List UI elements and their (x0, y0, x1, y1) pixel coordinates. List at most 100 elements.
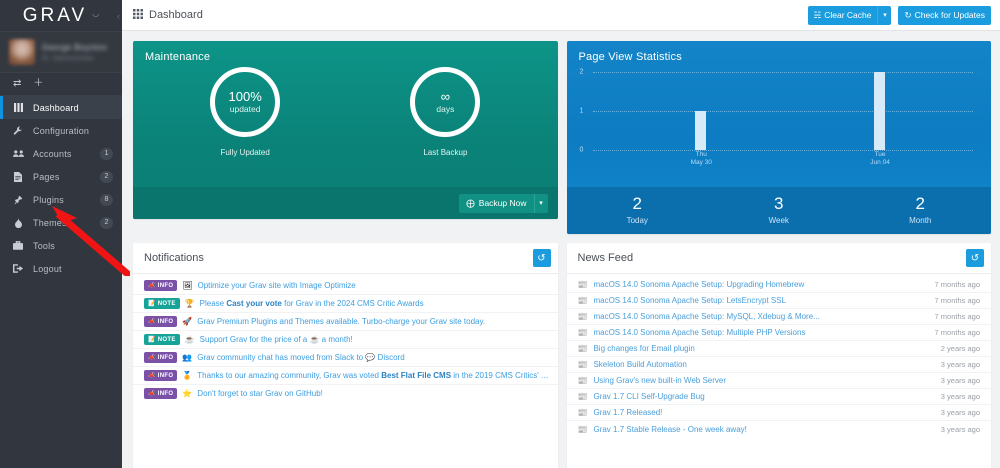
chevron-left-icon[interactable]: ‹ (117, 11, 120, 21)
dial-unit: updated (229, 103, 261, 114)
notification-text[interactable]: Thanks to our amazing community, Grav wa… (197, 371, 549, 380)
sidebar-item-label: Pages (33, 171, 60, 182)
megaphone-icon: 📣 (148, 373, 156, 379)
stat-label: Week (768, 215, 789, 225)
notification-text[interactable]: Grav community chat has moved from Slack… (197, 353, 549, 362)
notification-text[interactable]: Support Grav for the price of a ☕ a mont… (200, 335, 550, 344)
news-row[interactable]: 📰 macOS 14.0 Sonoma Apache Setup: MySQL,… (566, 309, 991, 325)
swap-icon[interactable]: ⇄ (13, 78, 22, 89)
news-row[interactable]: 📰 Grav 1.7 CLI Self-Upgrade Bug 3 years … (566, 389, 991, 405)
sidebar: GRAV ◡ ‹ George Boynton Sr. Administrato… (0, 0, 130, 468)
sidebar-logo[interactable]: GRAV ◡ ‹ (0, 0, 122, 31)
badge-label: INFO (157, 282, 174, 289)
news-title[interactable]: Grav 1.7 CLI Self-Upgrade Bug (593, 392, 705, 401)
status-badge: 📝 NOTE (144, 334, 180, 345)
notification-row[interactable]: 📣 INFO 👥 Grav community chat has moved fr… (133, 349, 558, 367)
add-icon[interactable]: ＋ (33, 78, 44, 89)
notification-pre: Optimize your Grav site with Image Optim… (197, 281, 356, 290)
status-badge: 📣 INFO (144, 370, 178, 381)
notifications-refresh-button[interactable]: ↺ (532, 249, 551, 267)
clear-cache-dropdown-toggle[interactable]: ▾ (877, 5, 892, 25)
news-title[interactable]: macOS 14.0 Sonoma Apache Setup: Multiple… (593, 328, 806, 337)
news-title[interactable]: macOS 14.0 Sonoma Apache Setup: Upgradin… (593, 280, 805, 289)
refresh-icon: ↻ (904, 9, 912, 20)
notification-row[interactable]: 📣 INFO 🚀 Grav Premium Plugins and Themes … (133, 313, 558, 331)
dial-caption: Fully Updated (220, 148, 270, 157)
notification-row[interactable]: 📣 INFO 🖼 Optimize your Grav site with Ima… (133, 277, 558, 295)
news-feed-refresh-button[interactable]: ↺ (966, 249, 984, 267)
notification-text[interactable]: Please Cast your vote for Grav in the 20… (200, 299, 550, 308)
sidebar-item-plugins[interactable]: Plugins 8 (0, 188, 122, 211)
sidebar-item-accounts[interactable]: Accounts 1 (0, 142, 122, 165)
news-row[interactable]: 📰 Big changes for Email plugin 2 years a… (566, 341, 991, 357)
progress-ring: 100% updated (210, 67, 281, 137)
news-row[interactable]: 📰 macOS 14.0 Sonoma Apache Setup: Multip… (566, 325, 991, 341)
dial-value: ∞ (440, 88, 451, 104)
maintenance-footer: ⨁ Backup Now ▾ (133, 187, 558, 219)
sidebar-item-dashboard[interactable]: Dashboard (0, 96, 122, 119)
notification-post: for Grav in the 2024 CMS Critic Awards (281, 299, 424, 308)
notification-text[interactable]: Grav Premium Plugins and Themes availabl… (197, 317, 549, 326)
sidebar-item-themes[interactable]: Themes 2 (0, 211, 122, 234)
notification-row[interactable]: 📣 INFO ⭐ Don't forget to star Grav on Git… (133, 385, 558, 402)
news-title[interactable]: macOS 14.0 Sonoma Apache Setup: MySQL, X… (593, 312, 820, 321)
notification-text[interactable]: Don't forget to star Grav on GitHub! (197, 389, 549, 398)
grid-icon (133, 8, 143, 22)
news-row[interactable]: 📰 Grav 1.7 Released! 3 years ago (566, 405, 991, 421)
stat-week: 3 Week (708, 195, 850, 225)
notification-pre: Don't forget to star Grav on GitHub! (197, 389, 323, 398)
notifications-header: Notifications ↺ (133, 243, 558, 274)
statistics-body: Page View Statistics 2 1 0 Thu (567, 41, 992, 187)
bar (695, 111, 707, 150)
sidebar-item-pages[interactable]: Pages 2 (0, 165, 122, 188)
refresh-icon: ↺ (970, 252, 980, 264)
backup-now-button[interactable]: ⨁ Backup Now (459, 193, 534, 213)
news-row[interactable]: 📰 Grav 1.7 Stable Release - One week awa… (567, 421, 992, 437)
statistics-title: Page View Statistics (578, 51, 682, 63)
notification-row[interactable]: 📝 NOTE 🏆 Please Cast your vote for Grav i… (133, 295, 558, 313)
status-badge: 📣 INFO (144, 388, 178, 399)
bar-date: May 30 (690, 158, 712, 166)
user-name: George Boynton (42, 42, 108, 52)
clear-cache-button[interactable]: ☵ Clear Cache (807, 5, 878, 25)
news-title[interactable]: macOS 14.0 Sonoma Apache Setup: LetsEncr… (593, 296, 787, 305)
sidebar-item-label: Configuration (33, 125, 90, 136)
news-title[interactable]: Using Grav's new built-in Web Server (593, 376, 727, 385)
news-feed-panel: News Feed ↺ 📰 macOS 14.0 Sonoma Apache S… (566, 243, 992, 468)
news-row[interactable]: 📰 macOS 14.0 Sonoma Apache Setup: Upgrad… (566, 277, 991, 293)
check-for-updates-button[interactable]: ↻ Check for Updates (898, 5, 991, 25)
notification-strong[interactable]: Cast your vote (226, 299, 282, 308)
news-title[interactable]: Skeleton Build Automation (593, 360, 687, 369)
newspaper-icon: 📰 (577, 424, 588, 434)
dial-caption: Last Backup (423, 148, 468, 157)
backup-now-dropdown-toggle[interactable]: ▾ (533, 193, 548, 213)
news-title[interactable]: Grav 1.7 Stable Release - One week away! (593, 424, 747, 434)
sidebar-item-tools[interactable]: Tools (0, 234, 122, 257)
sidebar-nav: Dashboard Configuration Accounts 1 P (0, 96, 122, 280)
bar-x-label: Thu May 30 (678, 151, 724, 167)
news-row[interactable]: 📰 macOS 14.0 Sonoma Apache Setup: LetsEn… (566, 293, 991, 309)
avatar (9, 39, 35, 65)
sidebar-item-label: Accounts (33, 148, 72, 159)
external-link-icon[interactable]: ◡ (92, 9, 100, 18)
news-title[interactable]: Grav 1.7 Released! (593, 408, 663, 417)
news-feed-header: News Feed ↺ (566, 243, 991, 274)
news-row[interactable]: 📰 Skeleton Build Automation 3 years ago (566, 357, 991, 373)
news-row[interactable]: 📰 Using Grav's new built-in Web Server 3… (566, 373, 991, 389)
news-timestamp: 3 years ago (940, 408, 980, 417)
dial-value: 100% (228, 88, 262, 104)
badge-label: NOTE (157, 336, 176, 343)
news-title[interactable]: Big changes for Email plugin (593, 344, 695, 353)
user-profile[interactable]: George Boynton Sr. Administrator (0, 31, 122, 73)
user-role: Sr. Administrator (42, 55, 95, 62)
sidebar-item-logout[interactable]: Logout (0, 257, 122, 280)
plug-icon (12, 195, 24, 205)
megaphone-icon: 📣 (148, 283, 156, 289)
sidebar-item-configuration[interactable]: Configuration (0, 119, 122, 142)
news-feed-title: News Feed (577, 252, 634, 264)
notification-text[interactable]: Optimize your Grav site with Image Optim… (197, 281, 549, 290)
maintenance-panel: Maintenance 100% updated Fully Updated (133, 41, 558, 219)
clear-cache-label: Clear Cache (824, 10, 872, 20)
notification-row[interactable]: 📣 INFO 🏅 Thanks to our amazing community,… (133, 367, 558, 385)
notification-row[interactable]: 📝 NOTE ☕ Support Grav for the price of a … (133, 331, 558, 349)
